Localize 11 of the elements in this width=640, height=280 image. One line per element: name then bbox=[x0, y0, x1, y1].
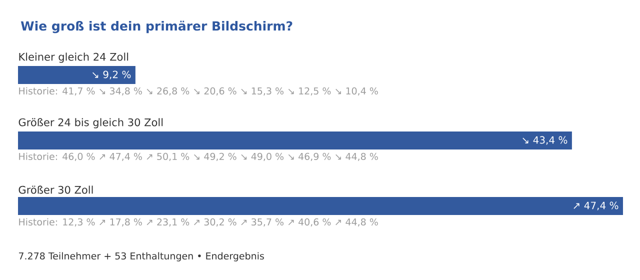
annotation: Historie: 12,3 % ↗ 17,8 % ↗ 23,1 % ↗ 30,2 % ↗ 35,7 % ↗ 40,6 % ↗ 44,8 % bbox=[19, 218, 378, 227]
data-label: ↘ 9,2 % bbox=[92, 70, 131, 80]
y-tick-label: Größer 30 Zoll bbox=[18, 186, 93, 194]
text: 7.278 Teilnehmer + 53 Enthaltungen • Endergebnis bbox=[18, 252, 264, 262]
y-tick-label: Größer 24 bis gleich 30 Zoll bbox=[18, 118, 163, 128]
annotation: Historie: 46,0 % ↗ 47,4 % ↗ 50,1 % ↘ 49,2 % ↘ 49,0 % ↘ 46,9 % ↘ 44,8 % bbox=[19, 152, 378, 162]
chart-title: Wie groß ist dein primärer Bildschirm? bbox=[20, 20, 292, 34]
y-tick-label: Kleiner gleich 24 Zoll bbox=[19, 52, 128, 63]
data-label: ↗ 47,4 % bbox=[574, 202, 618, 210]
data-label: ↘ 43,4 % bbox=[522, 136, 568, 145]
annotation: Historie: 41,7 % ↘ 34,8 % ↘ 26,8 % ↘ 20,6 % ↘ 15,3 % ↘ 12,5 % ↘ 10,4 % bbox=[19, 87, 378, 96]
